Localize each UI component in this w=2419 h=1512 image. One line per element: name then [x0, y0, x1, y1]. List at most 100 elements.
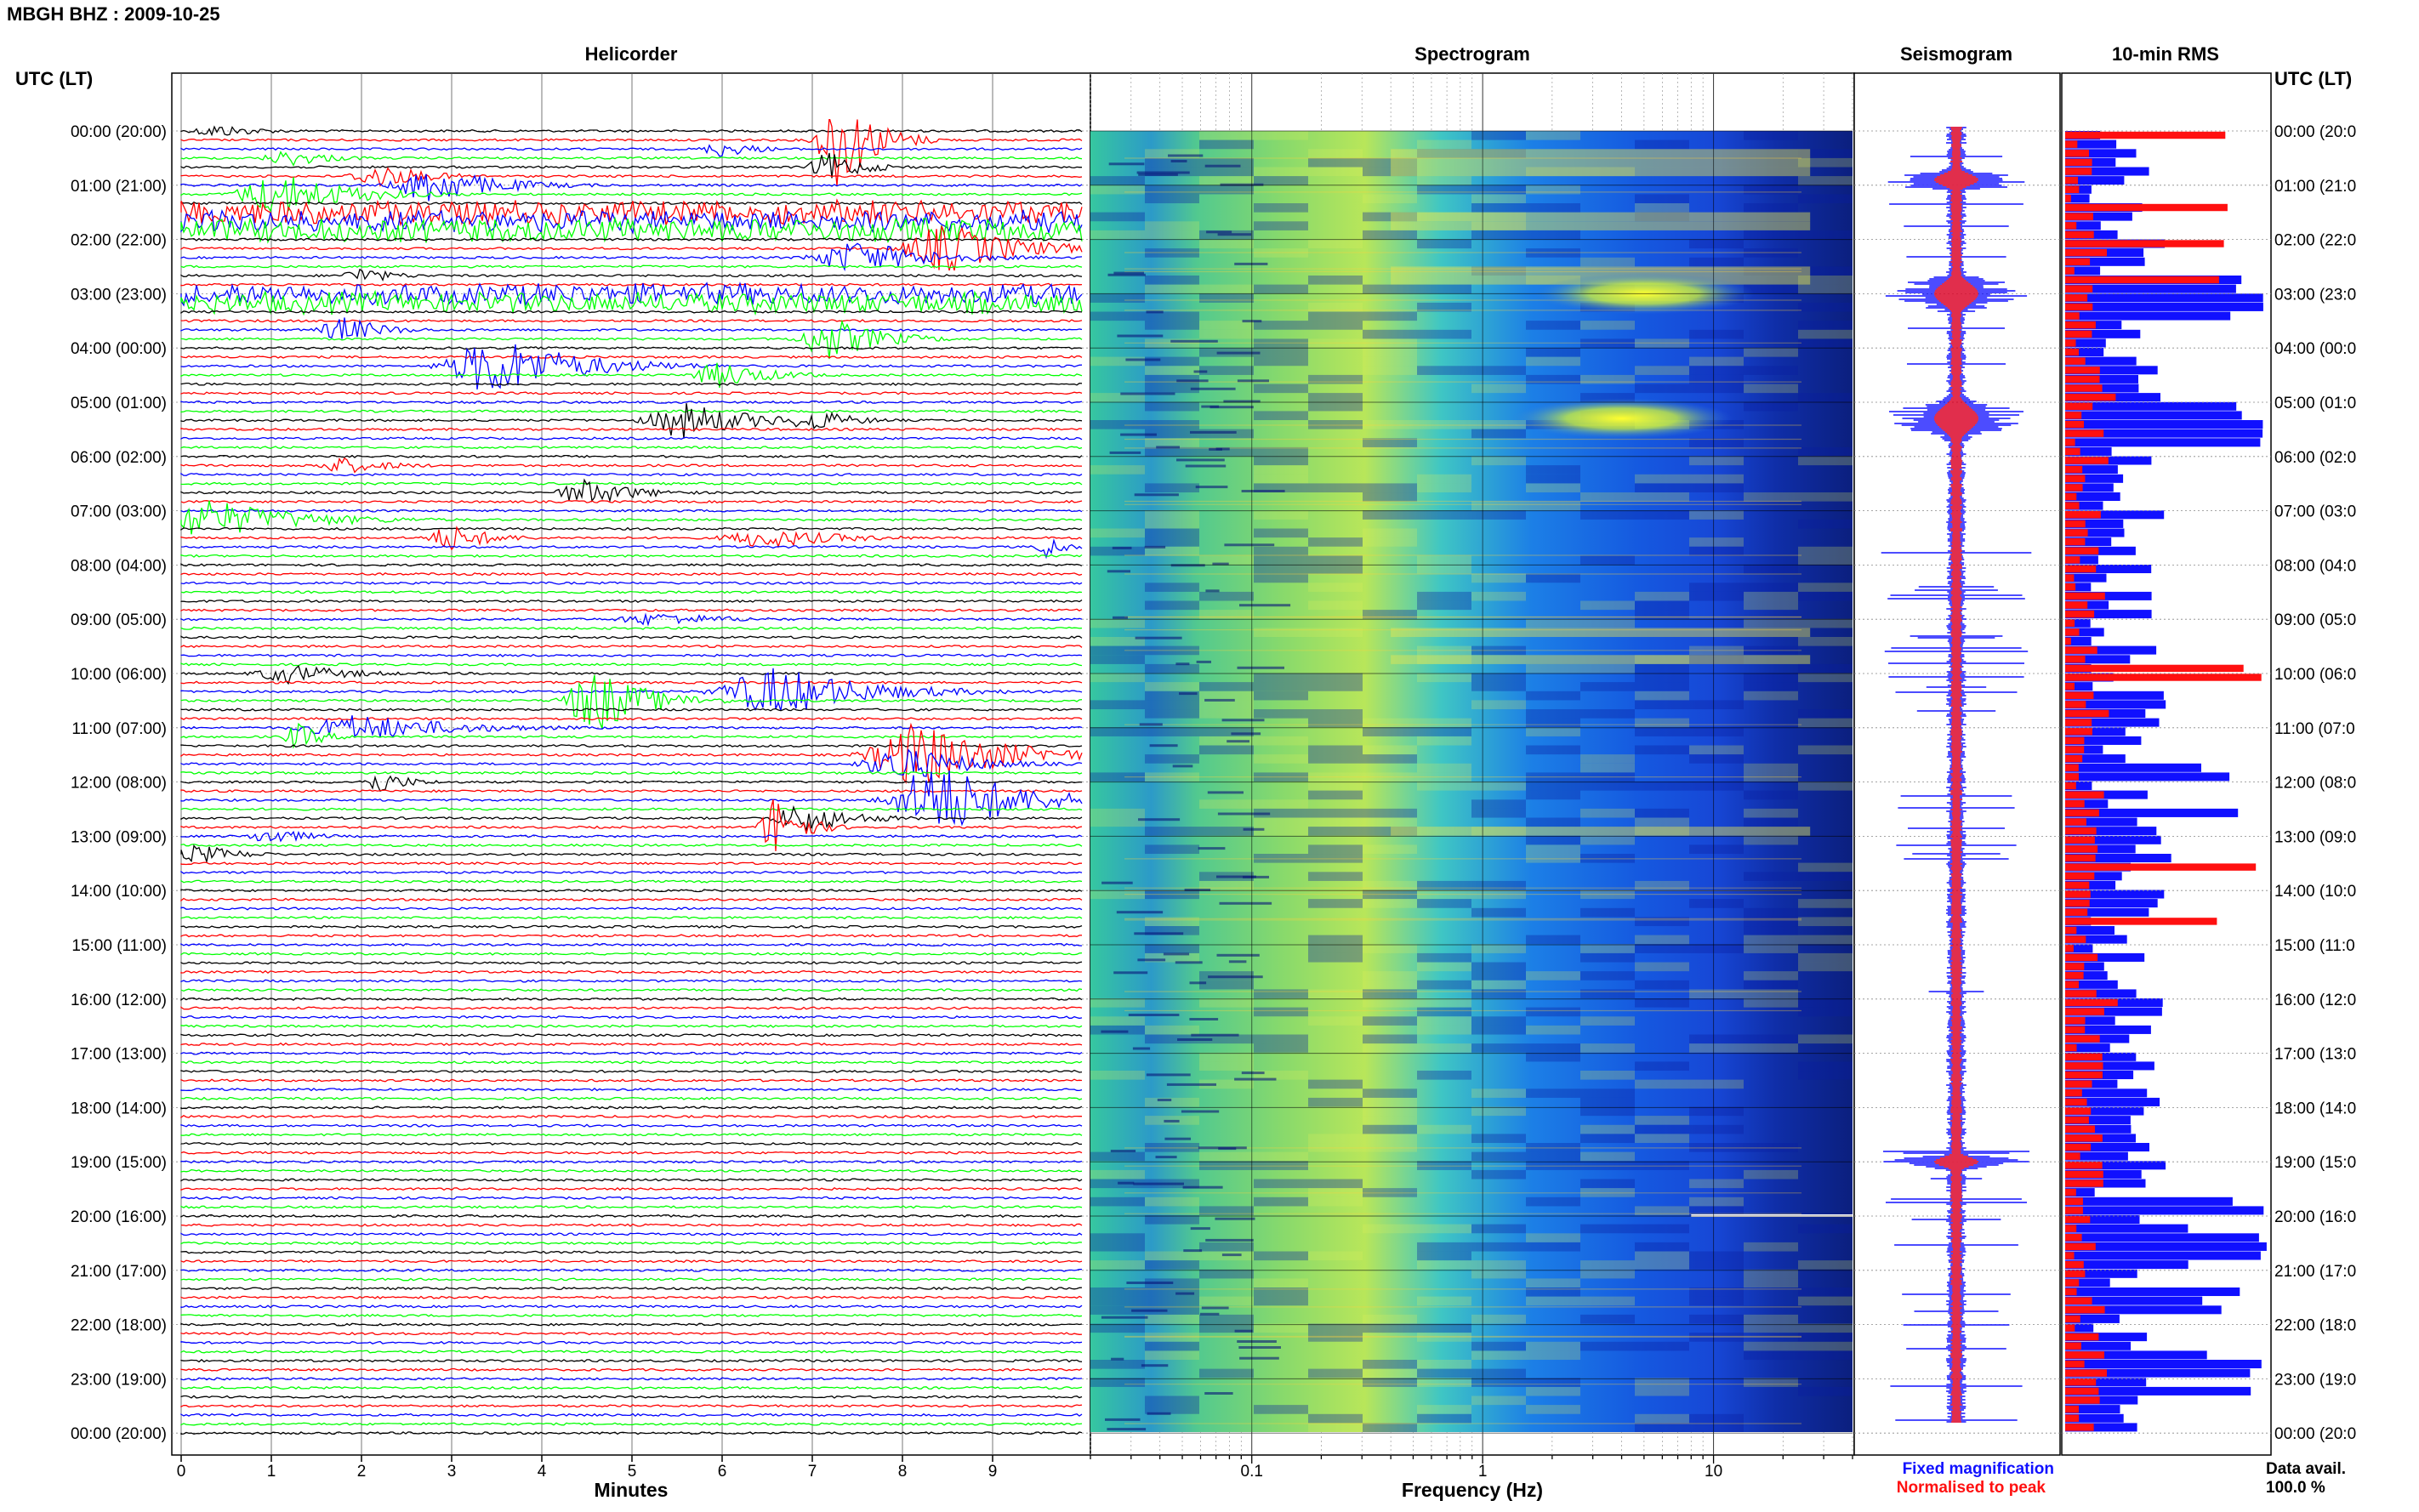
spectrogram-cell [1145, 1305, 1199, 1315]
rms-bar-normalised [2065, 203, 2228, 212]
rms-bar-fixed [2065, 465, 2118, 475]
spectrogram-cell [1798, 546, 1853, 556]
rms-bar-fixed [2065, 446, 2112, 456]
spectrogram-cell [1090, 212, 1145, 222]
seismogram-trace [1881, 127, 2032, 1423]
helicorder-trace-row [180, 1305, 1083, 1309]
spectrogram-dark-cell [1179, 692, 1198, 696]
spectrogram-cell [1254, 989, 1308, 999]
spectrogram-cell [1471, 971, 1526, 981]
spectrogram-cell [1417, 1260, 1471, 1270]
hour-label-left: 19:00 (15:00) [71, 1154, 167, 1172]
spectrogram-dark-cell [1132, 1047, 1151, 1050]
hour-label-left: 18:00 (14:00) [71, 1100, 167, 1117]
helicorder-trace-row [180, 346, 1083, 350]
spectrogram-cell [1798, 583, 1853, 592]
rms-bar-fixed [2065, 772, 2230, 782]
spectrogram-cell [1308, 754, 1363, 764]
spectrogram-cell [1744, 203, 1798, 213]
spectrogram-cell [1689, 700, 1744, 710]
spectrogram-dark-cell [1107, 273, 1146, 276]
rms-bar-normalised [2065, 321, 2096, 329]
spectrogram-cell [1689, 366, 1744, 375]
rms-bar-normalised [2065, 1188, 2076, 1197]
spectrogram-cell [1199, 1079, 1254, 1089]
spectrogram-cell [1635, 1341, 1689, 1351]
spectrogram-cell [1254, 691, 1308, 701]
rms-bar-fixed [2065, 1007, 2162, 1016]
hour-label-right: 12:00 (08:0 [2274, 775, 2356, 793]
spectrogram-cell [1254, 1043, 1308, 1053]
spectrogram-dark-cell [1128, 1014, 1180, 1016]
spectrogram-cell [1308, 1423, 1363, 1432]
rms-title: 10-min RMS [2112, 43, 2219, 65]
spectrogram-x-tick-label: 1 [1478, 1463, 1488, 1481]
spectrogram-cell [1199, 736, 1254, 746]
hour-label-left: 00:00 (20:00) [71, 1425, 167, 1443]
rms-bar-fixed [2065, 139, 2117, 149]
spectrogram-cell [1308, 1188, 1363, 1197]
spectrogram-cell [1363, 989, 1417, 999]
rms-bar-fixed [2065, 1251, 2261, 1260]
spectrogram-cell [1798, 492, 1853, 502]
rms-bar-normalised [2065, 754, 2083, 763]
rms-bar-fixed [2065, 257, 2145, 266]
spectrogram-cell [1744, 384, 1798, 394]
spectrogram-dark-cell [1107, 570, 1130, 573]
rms-bar-normalised [2065, 1071, 2103, 1079]
rms-bar-fixed [2065, 1215, 2140, 1225]
spectrogram-dark-cell [1228, 960, 1247, 963]
spectrogram-cell [1254, 754, 1308, 764]
helicorder-trace-row [180, 717, 1083, 721]
hour-label-right: 03:00 (23:0 [2274, 286, 2356, 304]
spectrogram-cell [1199, 321, 1254, 330]
spectrogram-cell [1798, 998, 1853, 1008]
helicorder-trace-row [180, 1214, 1083, 1219]
spectrogram-cell [1145, 952, 1199, 963]
rms-bar-fixed [2065, 1224, 2188, 1233]
spectrogram-cell [1689, 510, 1744, 520]
spectrogram-cell [1635, 1386, 1689, 1396]
spectrogram-cell [1363, 510, 1417, 520]
spectrogram-dark-cell [1206, 230, 1232, 234]
hour-label-left: 00:00 (20:00) [71, 123, 167, 141]
rms-bar-fixed [2065, 1386, 2251, 1395]
rms-bar-fixed [2065, 1242, 2267, 1251]
rms-bar-normalised [2065, 971, 2084, 980]
spectrogram-cell [1090, 772, 1145, 782]
spectrogram-cell [1417, 727, 1471, 736]
spectrogram-cell [1526, 790, 1580, 800]
spectrogram-cell [1308, 827, 1363, 836]
spectrogram-cell [1689, 1333, 1744, 1342]
helicorder-trace-row [180, 152, 1082, 179]
spectrogram-cell [1471, 384, 1526, 394]
helicorder-x-tick-label: 7 [808, 1463, 817, 1481]
spectrogram-cell [1145, 374, 1199, 384]
spectrogram-cell [1254, 321, 1308, 330]
helicorder-trace-row [180, 1114, 1082, 1119]
spectrogram-cell [1308, 872, 1363, 881]
spectrogram-cell [1417, 1025, 1471, 1035]
spectrogram-dark-cell [1241, 490, 1285, 492]
spectrogram-cell [1635, 492, 1689, 502]
spectrogram-cell [1308, 1368, 1363, 1378]
spectrogram-cell [1744, 583, 1798, 592]
rms-bar-normalised [2065, 213, 2093, 220]
rms-bar-normalised [2065, 1324, 2075, 1332]
spectrogram-cell [1254, 1034, 1308, 1044]
rms-bar-normalised [2065, 628, 2080, 636]
spectrogram-cell [1471, 880, 1526, 890]
spectrogram-cell [1689, 257, 1744, 267]
hour-label-right: 21:00 (17:0 [2274, 1263, 2356, 1281]
spectrogram-cell [1580, 618, 1635, 628]
spectrogram-cell [1744, 600, 1798, 611]
spectrogram-cell [1471, 782, 1526, 791]
rms-bar-fixed [2065, 645, 2157, 655]
spectrogram-cell [1090, 808, 1145, 818]
spectrogram-cell [1363, 944, 1417, 953]
spectrogram-cell [1635, 1242, 1689, 1252]
spectrogram-cell [1526, 844, 1580, 855]
rms-bar-fixed [2065, 1287, 2240, 1297]
rms-bar-fixed [2065, 1405, 2120, 1414]
spectrogram-cell [1145, 1287, 1199, 1297]
